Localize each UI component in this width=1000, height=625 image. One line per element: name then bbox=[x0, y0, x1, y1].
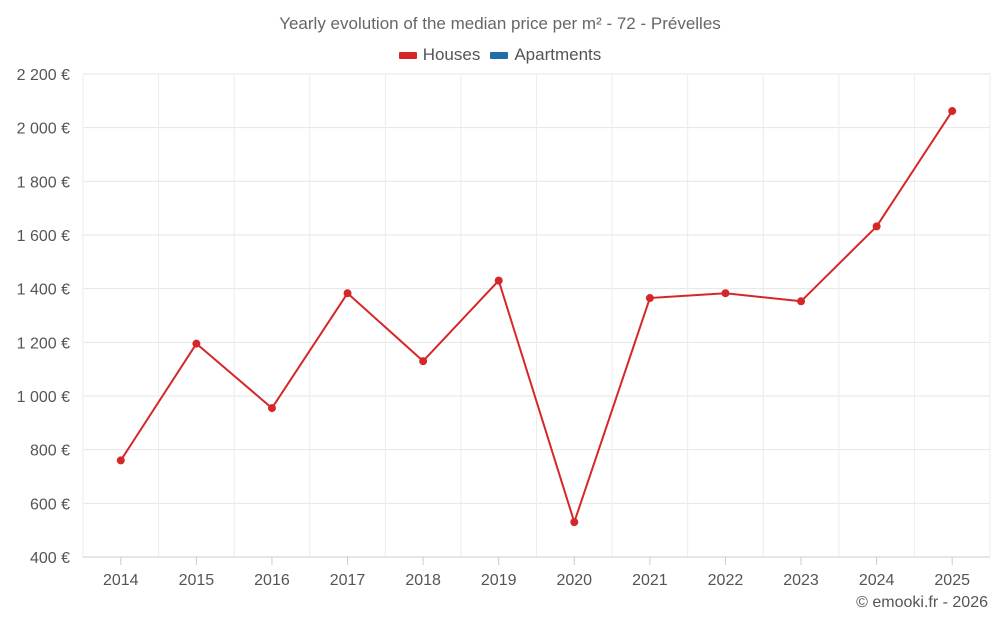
legend-item-apartments[interactable]: Apartments bbox=[490, 45, 601, 65]
data-point bbox=[343, 289, 352, 298]
data-point bbox=[872, 222, 881, 231]
y-tick-label: 1 800 € bbox=[17, 174, 70, 191]
data-point bbox=[192, 339, 201, 348]
data-point bbox=[267, 404, 276, 413]
x-tick-label: 2021 bbox=[632, 572, 668, 589]
data-point bbox=[948, 107, 957, 116]
y-tick-label: 1 200 € bbox=[17, 335, 70, 352]
x-tick-label: 2016 bbox=[254, 572, 290, 589]
x-tick-label: 2020 bbox=[556, 572, 592, 589]
data-point bbox=[570, 518, 579, 527]
data-point bbox=[721, 289, 730, 298]
legend-swatch-houses bbox=[398, 51, 417, 59]
data-point bbox=[645, 294, 654, 303]
x-tick-label: 2014 bbox=[103, 572, 139, 589]
credit-text: © emooki.fr - 2026 bbox=[856, 594, 988, 611]
chart-title: Yearly evolution of the median price per… bbox=[279, 14, 721, 33]
data-point bbox=[419, 357, 428, 366]
legend-label-apartments: Apartments bbox=[514, 45, 602, 64]
x-tick-label: 2025 bbox=[934, 572, 970, 589]
y-tick-label: 1 000 € bbox=[17, 389, 70, 406]
y-tick-label: 600 € bbox=[30, 496, 70, 513]
x-tick-label: 2023 bbox=[783, 572, 819, 589]
x-tick-label: 2019 bbox=[481, 572, 517, 589]
y-tick-label: 1 400 € bbox=[17, 282, 70, 299]
chart-legend: Houses Apartments bbox=[0, 45, 1000, 65]
data-point bbox=[116, 456, 125, 465]
x-tick-label: 2022 bbox=[708, 572, 744, 589]
x-tick-label: 2015 bbox=[179, 572, 215, 589]
legend-label-houses: Houses bbox=[422, 45, 481, 64]
y-tick-label: 2 000 € bbox=[17, 121, 70, 138]
data-point bbox=[797, 297, 806, 306]
series-line-houses bbox=[119, 110, 954, 524]
x-tick-label: 2018 bbox=[405, 572, 441, 589]
y-tick-label: 1 600 € bbox=[17, 228, 70, 245]
x-tick-label: 2024 bbox=[859, 572, 895, 589]
y-tick-label: 400 € bbox=[30, 550, 70, 567]
y-tick-label: 2 200 € bbox=[17, 67, 70, 84]
legend-item-houses[interactable]: Houses bbox=[398, 45, 481, 65]
x-tick-label: 2017 bbox=[330, 572, 366, 589]
data-point bbox=[494, 276, 503, 285]
y-tick-label: 800 € bbox=[30, 443, 70, 460]
legend-swatch-apartments bbox=[490, 51, 509, 59]
